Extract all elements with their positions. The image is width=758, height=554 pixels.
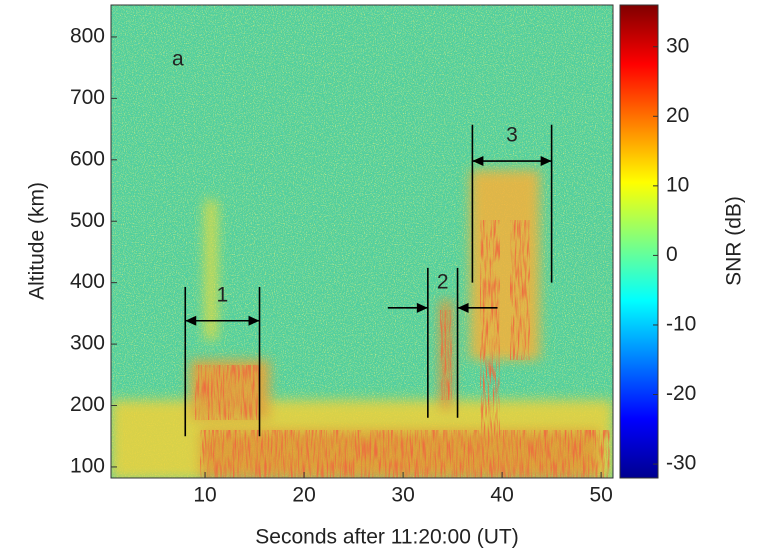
x-tick-label: 30	[391, 484, 414, 507]
y-tick-label: 300	[70, 332, 105, 355]
x-tick-label: 50	[589, 484, 612, 507]
y-tick-label: 600	[70, 147, 105, 170]
y-tick-label: 800	[70, 24, 105, 47]
y-tick-label: 500	[70, 209, 105, 232]
arrow-head	[540, 156, 552, 167]
arrow-head	[185, 315, 197, 326]
arrow-head	[416, 302, 428, 313]
colorbar-tick-label: 20	[666, 104, 689, 127]
arrow-head	[248, 315, 260, 326]
annotation-label: 3	[506, 124, 518, 147]
colorbar-tick-label: 0	[666, 243, 678, 266]
y-tick-label: 700	[70, 86, 105, 109]
colorbar-tick-label: 10	[666, 173, 689, 196]
x-tick-label: 10	[193, 484, 216, 507]
annotation-label: 2	[437, 270, 449, 293]
x-tick-label: 20	[292, 484, 315, 507]
colorbar	[619, 4, 659, 479]
y-tick-label: 200	[70, 393, 105, 416]
y-tick-label: 400	[70, 270, 105, 293]
panel-label: a	[172, 48, 184, 71]
colorbar-tick-label: 30	[666, 34, 689, 57]
arrow-head	[472, 156, 484, 167]
y-tick-label: 100	[70, 454, 105, 477]
colorbar-tick-label: -30	[666, 452, 696, 475]
plot-frame	[110, 4, 614, 479]
x-tick-label: 40	[490, 484, 513, 507]
y-axis-label: Altitude (km)	[26, 182, 49, 300]
colorbar-label: SNR (dB)	[723, 196, 746, 286]
annotation-label: 1	[217, 283, 229, 306]
x-axis-label: Seconds after 11:20:00 (UT)	[255, 526, 518, 549]
colorbar-tick-label: -10	[666, 313, 696, 336]
colorbar-tick-label: -20	[666, 382, 696, 405]
heatmap-image	[111, 5, 613, 478]
arrow-head	[457, 302, 469, 313]
